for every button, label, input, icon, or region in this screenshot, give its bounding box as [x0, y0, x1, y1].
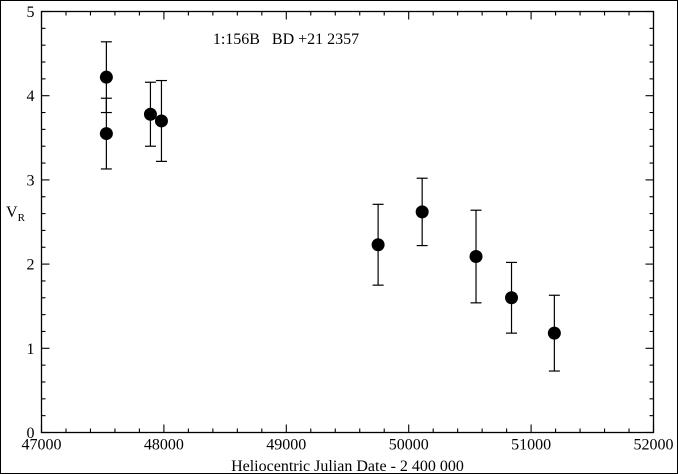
y-tick-label: 0 — [27, 425, 35, 442]
data-point — [99, 70, 113, 84]
y-tick-label: 3 — [27, 172, 35, 189]
plot-box — [40, 10, 655, 434]
y-tick-label: 2 — [27, 257, 35, 274]
data-point — [154, 114, 168, 128]
x-tick-label: 47000 — [22, 437, 62, 454]
x-axis-label: Heliocentric Julian Date - 2 400 000 — [231, 458, 464, 474]
data-point — [371, 238, 385, 252]
x-tick-label: 52000 — [634, 437, 674, 454]
y-tick-label: 1 — [27, 341, 35, 358]
x-tick-label: 51000 — [511, 437, 551, 454]
data-point — [469, 250, 483, 264]
data-point — [505, 291, 519, 305]
x-tick-label: 50000 — [389, 437, 429, 454]
data-point — [99, 127, 113, 141]
data-point — [143, 107, 157, 121]
x-tick-label: 48000 — [144, 437, 184, 454]
y-tick-label: 4 — [27, 88, 35, 105]
data-point — [547, 326, 561, 340]
y-axis-label: VR — [6, 204, 26, 224]
y-tick-label: 5 — [27, 4, 35, 21]
chart-title: 1:156B BD +21 2357 — [213, 31, 359, 48]
x-tick-label: 49000 — [266, 437, 306, 454]
data-point — [415, 205, 429, 219]
